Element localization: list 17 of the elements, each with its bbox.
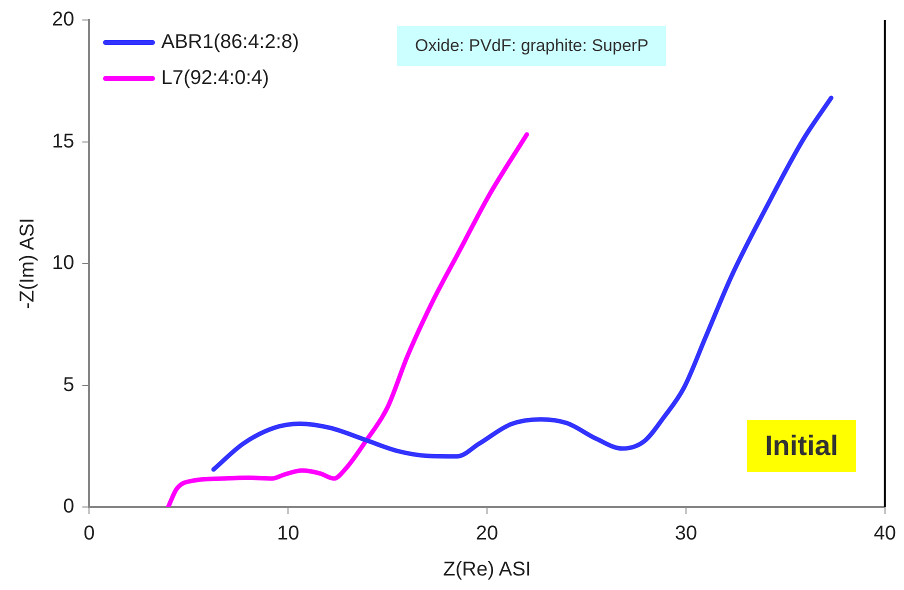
- y-tick-label: 10: [52, 252, 74, 274]
- line-series: [166, 132, 530, 507]
- x-tick-label: 40: [874, 522, 896, 545]
- annotation: Oxide: PVdF: graphite: SuperP: [397, 26, 666, 66]
- y-axis-title: -Z(Im) ASI: [16, 218, 39, 310]
- annotation: Initial: [747, 420, 856, 472]
- y-tick-label: 5: [63, 374, 74, 396]
- legend-label: L7(92:4:0:4): [161, 66, 270, 90]
- legend-label: ABR1(86:4:2:8): [161, 30, 300, 54]
- y-tick-label: 15: [52, 130, 74, 152]
- y-tick-label: 20: [52, 8, 74, 31]
- x-tick-label: 30: [674, 522, 698, 545]
- x-tick-label: 20: [476, 522, 498, 545]
- x-tick-label: 0: [84, 522, 95, 545]
- x-axis-title: Z(Re) ASI: [443, 558, 531, 581]
- y-tick-label: 0: [63, 496, 74, 518]
- x-tick-label: 10: [277, 522, 300, 545]
